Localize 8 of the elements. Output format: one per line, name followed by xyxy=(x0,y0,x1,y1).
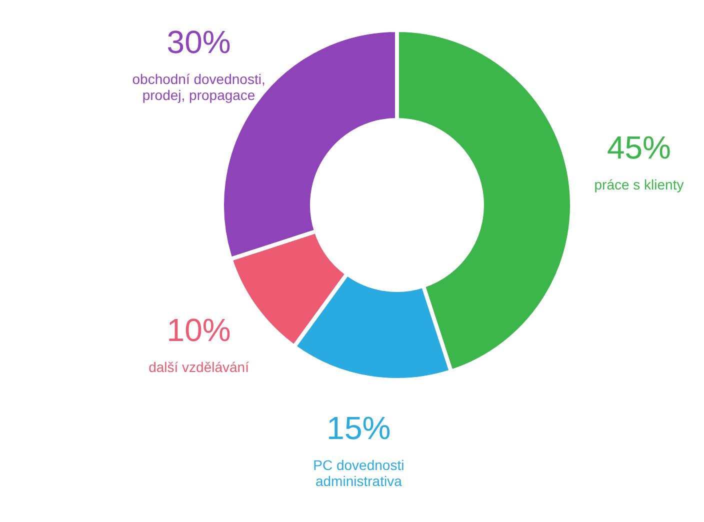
data-label: 15% xyxy=(326,410,391,446)
slice-label: práce s klienty xyxy=(594,176,684,193)
slice-label: PC dovednosti administrativa xyxy=(313,456,404,489)
slice-label: další vzdělávání xyxy=(148,359,250,376)
slice-label: obchodní dovednosti, prodej, propagace xyxy=(132,70,266,103)
data-label: 10% xyxy=(166,312,231,348)
data-label: 30% xyxy=(166,24,231,60)
data-label: 45% xyxy=(606,130,672,166)
